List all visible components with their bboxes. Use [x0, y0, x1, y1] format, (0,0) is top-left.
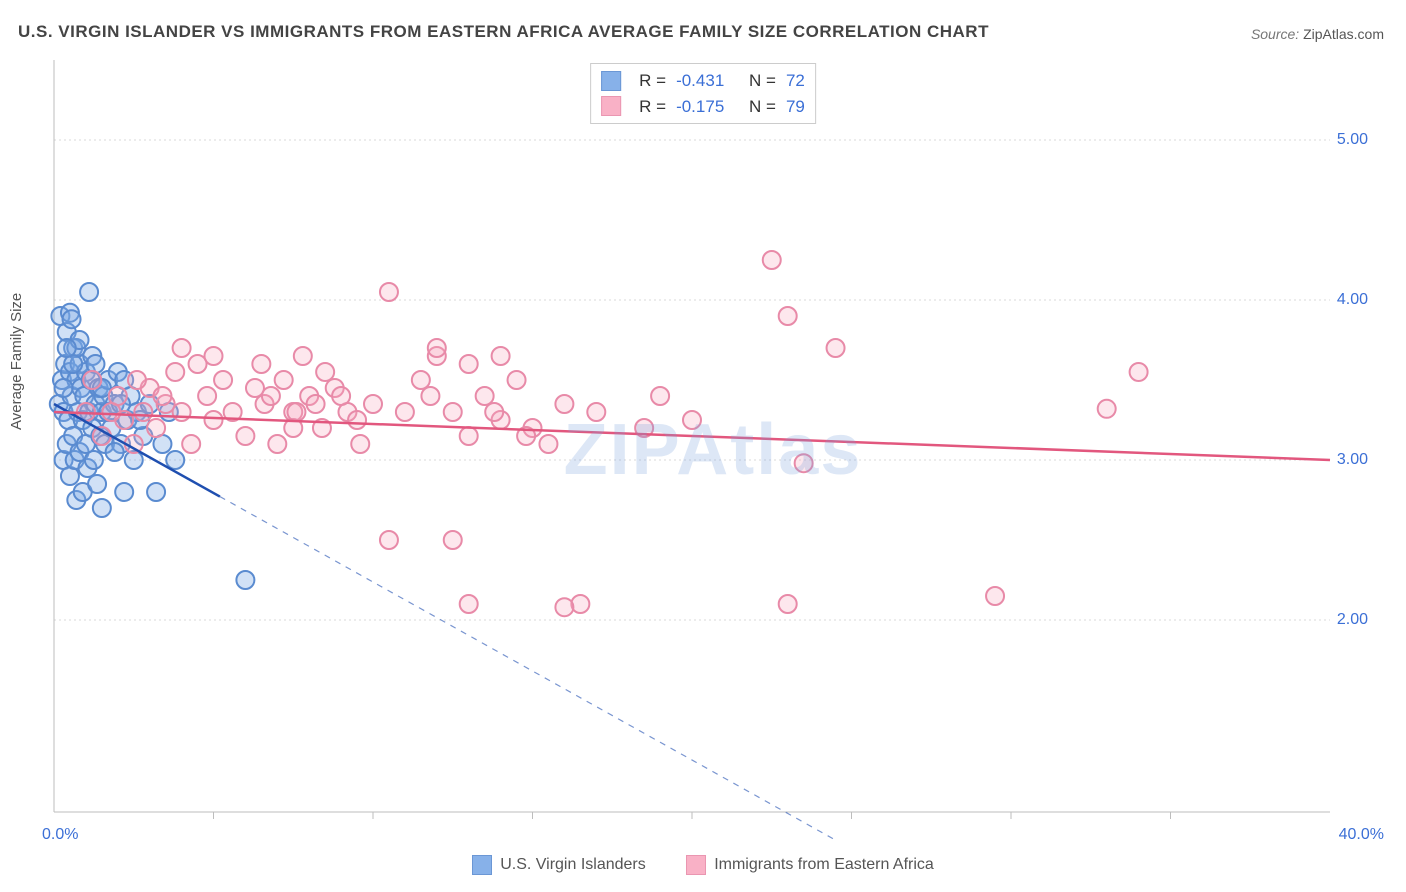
series-legend: U.S. Virgin Islanders Immigrants from Ea… — [0, 855, 1406, 880]
swatch-pink — [601, 96, 621, 116]
y-tick: 4.00 — [1337, 291, 1368, 309]
x-tick-min: 0.0% — [42, 826, 78, 844]
N-value-usvi: 72 — [786, 68, 805, 94]
legend-item-usvi: U.S. Virgin Islanders — [472, 855, 646, 875]
R-label: R = — [639, 94, 666, 120]
N-label: N = — [749, 94, 776, 120]
R-value-eafr: -0.175 — [676, 94, 724, 120]
y-tick: 3.00 — [1337, 451, 1368, 469]
chart-title: U.S. VIRGIN ISLANDER VS IMMIGRANTS FROM … — [18, 22, 989, 42]
R-label: R = — [639, 68, 666, 94]
correlation-row-eafr: R = -0.175 N = 79 — [601, 94, 805, 120]
correlation-legend: R = -0.431 N = 72 R = -0.175 N = 79 — [590, 63, 816, 124]
legend-label-eafr: Immigrants from Eastern Africa — [714, 856, 934, 874]
correlation-row-usvi: R = -0.431 N = 72 — [601, 68, 805, 94]
source-value: ZipAtlas.com — [1303, 26, 1384, 42]
legend-label-usvi: U.S. Virgin Islanders — [500, 856, 646, 874]
source-label: Source: — [1251, 26, 1299, 42]
swatch-blue — [472, 855, 492, 875]
y-axis-label: Average Family Size — [8, 293, 25, 430]
N-value-eafr: 79 — [786, 94, 805, 120]
scatter-svg — [48, 60, 1378, 840]
legend-item-eafr: Immigrants from Eastern Africa — [686, 855, 934, 875]
swatch-blue — [601, 71, 621, 91]
N-label: N = — [749, 68, 776, 94]
source-credit: Source: ZipAtlas.com — [1251, 26, 1384, 42]
x-tick-max: 40.0% — [1339, 826, 1384, 844]
y-tick: 2.00 — [1337, 611, 1368, 629]
R-value-usvi: -0.431 — [676, 68, 724, 94]
plot-area: ZIPAtlas 2.003.004.005.00 0.0% 40.0% — [48, 60, 1378, 840]
y-tick: 5.00 — [1337, 131, 1368, 149]
swatch-pink — [686, 855, 706, 875]
